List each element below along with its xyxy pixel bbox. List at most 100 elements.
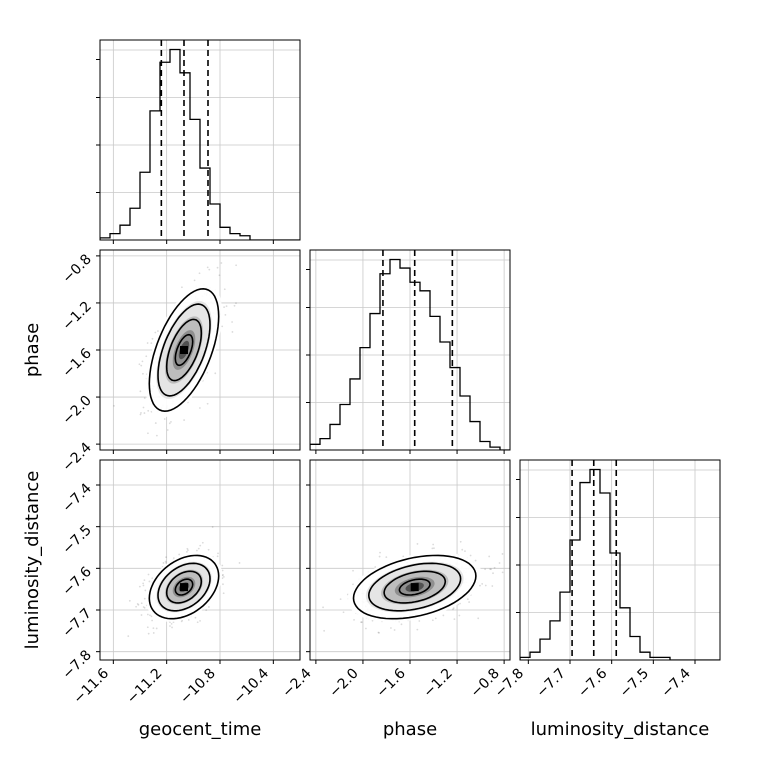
y-tick-label: −0.8 <box>59 251 94 286</box>
scatter-point <box>431 619 434 622</box>
scatter-point <box>151 619 154 622</box>
x-tick-label: −7.7 <box>533 666 568 701</box>
scatter-point <box>216 266 219 269</box>
scatter-point <box>221 577 224 580</box>
scatter-point <box>490 568 492 571</box>
scatter-point <box>342 611 345 614</box>
scatter-point <box>147 409 150 412</box>
x-axis-label-geocent-time: geocent_time <box>139 719 262 740</box>
scatter-point <box>170 420 172 423</box>
scatter-point <box>416 543 419 545</box>
scatter-point <box>434 617 437 620</box>
scatter-point <box>458 614 461 617</box>
panels: −2.4−2.0−1.6−1.2−0.8−11.6 −11.2 −10.8 −10.4… <box>59 39 721 707</box>
scatter-point <box>207 606 210 608</box>
scatter-point <box>147 632 150 635</box>
scatter-point <box>196 621 199 624</box>
panel-frame <box>519 459 721 661</box>
scatter-point <box>198 272 201 275</box>
scatter-point <box>140 412 142 414</box>
x-tick-label: −2.4 <box>279 665 314 700</box>
scatter-point <box>201 541 204 544</box>
scatter-point <box>187 549 189 552</box>
scatter-point <box>139 413 142 416</box>
scatter-point <box>492 572 494 575</box>
scatter-point <box>145 355 148 358</box>
scatter-point <box>140 614 143 616</box>
scatter-point <box>221 564 224 567</box>
scatter-point <box>222 575 225 578</box>
scatter-point <box>139 390 142 393</box>
contour-line <box>174 578 194 596</box>
scatter-point <box>128 599 131 602</box>
scatter-point <box>208 268 211 271</box>
scatter-point <box>488 555 491 558</box>
panel-frame <box>99 39 301 241</box>
scatter-point <box>206 402 209 405</box>
scatter-point <box>377 631 380 634</box>
x-axis-label-phase: phase <box>383 719 437 740</box>
scatter-point <box>231 321 233 323</box>
scatter-point <box>466 598 469 601</box>
scatter-point <box>353 619 355 621</box>
scatter-point <box>216 555 219 558</box>
scatter-point <box>223 306 226 309</box>
y-axis-label-luminosity-distance: luminosity_distance <box>22 471 43 650</box>
scatter-point <box>149 614 151 617</box>
scatter-point <box>211 526 214 528</box>
scatter-point <box>181 286 183 289</box>
histogram-luminosity_distance <box>520 468 720 660</box>
scatter-point <box>143 606 146 609</box>
scatter-point <box>154 422 157 424</box>
scatter-point <box>379 551 381 554</box>
scatter-point <box>501 553 504 555</box>
scatter-point <box>172 557 175 560</box>
x-tick-label: −10.4 <box>231 665 273 707</box>
scatter-point <box>393 629 396 631</box>
scatter-point <box>225 305 228 308</box>
contour-line <box>367 562 462 612</box>
x-tick-label: −7.5 <box>617 666 652 701</box>
scatter-point <box>364 627 367 630</box>
histogram-phase <box>310 258 510 450</box>
scatter-point <box>146 342 149 344</box>
scatter-point <box>142 406 145 409</box>
scatter-point <box>199 544 202 547</box>
scatter-point <box>498 562 501 564</box>
scatter-point <box>170 622 173 625</box>
scatter-point <box>378 555 381 558</box>
scatter-point <box>459 540 462 543</box>
scatter-point <box>221 325 224 328</box>
scatter-point <box>484 568 486 571</box>
scatter-point <box>442 614 445 617</box>
scatter-point <box>156 482 158 484</box>
scatter-point <box>150 615 153 618</box>
scatter-point <box>151 337 154 340</box>
scatter-point <box>142 584 145 587</box>
scatter-point <box>481 583 484 585</box>
scatter-point <box>169 625 171 627</box>
scatter-point <box>224 313 227 316</box>
scatter-point <box>491 585 494 587</box>
scatter-point <box>501 571 504 574</box>
contour-line <box>398 578 431 596</box>
scatter-point <box>322 606 324 609</box>
scatter-point <box>371 619 374 622</box>
scatter-point <box>378 631 380 634</box>
scatter-point <box>113 404 115 407</box>
scatter-point <box>218 274 221 277</box>
density-peak <box>180 583 188 592</box>
scatter-point <box>138 363 141 366</box>
y-tick-label: −7.4 <box>59 480 94 515</box>
scatter-point <box>193 279 196 282</box>
scatter-point <box>150 342 153 345</box>
scatter-point <box>452 607 455 610</box>
scatter-point <box>142 372 144 375</box>
scatter-point <box>222 583 224 586</box>
scatter-point <box>174 456 176 458</box>
contour-line <box>157 303 211 397</box>
y-tick-label: −2.0 <box>59 393 94 428</box>
scatter-point <box>464 550 466 553</box>
y-tick-label: −7.5 <box>59 522 94 557</box>
density-peak <box>410 583 419 592</box>
